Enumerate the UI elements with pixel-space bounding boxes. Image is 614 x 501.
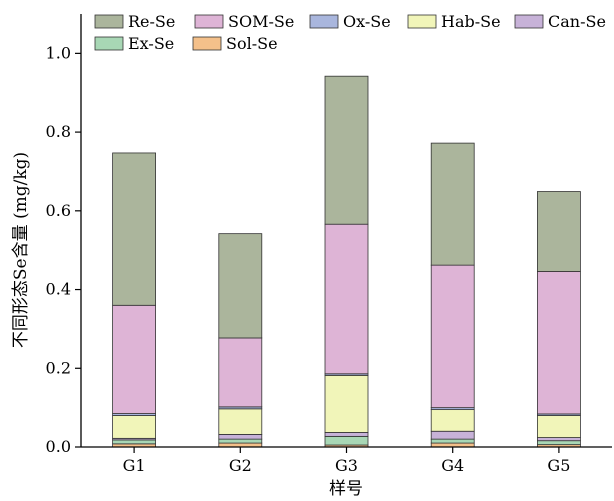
bar-segment-re-se bbox=[218, 233, 263, 339]
legend-label-hab-se: Hab-Se bbox=[441, 12, 501, 31]
x-tick-label: G4 bbox=[441, 456, 464, 475]
bar-segment-som-se bbox=[430, 264, 475, 409]
bar-segment-ex-se bbox=[324, 435, 369, 446]
bar-segment-som-se bbox=[324, 223, 369, 375]
bar-segment-hab-se bbox=[430, 409, 475, 432]
legend-label-som-se: SOM-Se bbox=[228, 12, 294, 31]
bar-segment-som-se bbox=[537, 271, 581, 415]
bar-segment-re-se bbox=[430, 142, 475, 266]
bar-segment-can-se bbox=[324, 432, 369, 437]
legend-label-ox-se: Ox-Se bbox=[343, 12, 391, 31]
bar-segment-ex-se bbox=[218, 438, 263, 444]
x-axis-title: 样号 bbox=[329, 479, 363, 499]
bar-segment-hab-se bbox=[112, 415, 156, 439]
bar-segment-can-se bbox=[218, 434, 263, 440]
x-ticks: G1 G2 G3 G4 G5 bbox=[123, 447, 570, 475]
legend-swatch-ex-se bbox=[94, 36, 124, 51]
y-tick-label: 0.4 bbox=[46, 280, 71, 299]
legend-swatch-sol-se bbox=[192, 36, 222, 51]
bar-segment-hab-se bbox=[537, 415, 581, 438]
legend-swatch-can-se bbox=[514, 14, 544, 29]
bar-segment-som-se bbox=[218, 337, 263, 408]
y-tick-label: 0.6 bbox=[46, 201, 71, 220]
x-tick-label: G5 bbox=[547, 456, 570, 475]
bar-segment-hab-se bbox=[218, 408, 263, 435]
bar-segment-hab-se bbox=[324, 374, 369, 433]
bar-segment-re-se bbox=[112, 152, 156, 306]
y-tick-label: 0.8 bbox=[46, 122, 71, 141]
y-tick-label: 1.0 bbox=[46, 43, 71, 62]
x-tick-label: G2 bbox=[229, 456, 252, 475]
bar-segment-som-se bbox=[112, 304, 156, 414]
bar-segment-ex-se bbox=[430, 438, 475, 444]
x-tick-label: G1 bbox=[123, 456, 146, 475]
y-axis-title: 不同形态Se含量 (mg/kg) bbox=[11, 152, 31, 348]
bars bbox=[112, 75, 581, 448]
x-tick-label: G3 bbox=[335, 456, 358, 475]
legend-swatch-hab-se bbox=[407, 14, 437, 29]
legend-label-can-se: Can-Se bbox=[548, 12, 606, 31]
bar-segment-can-se bbox=[537, 437, 581, 442]
legend-swatch-ox-se bbox=[309, 14, 339, 29]
legend-swatch-re-se bbox=[94, 14, 124, 29]
bar-segment-ex-se bbox=[112, 439, 156, 445]
legend-label-sol-se: Sol-Se bbox=[226, 34, 278, 53]
legend-swatch-som-se bbox=[194, 14, 224, 29]
legend-label-ex-se: Ex-Se bbox=[128, 34, 174, 53]
bar-segment-can-se bbox=[430, 430, 475, 440]
bar-segment-ex-se bbox=[537, 440, 581, 446]
y-tick-label: 0.0 bbox=[46, 437, 71, 456]
legend: Re-Se SOM-Se Ox-Se Hab-Se Can-Se Ex-Se Sol-Se bbox=[94, 12, 606, 53]
legend-label-re-se: Re-Se bbox=[128, 12, 175, 31]
bar-segment-re-se bbox=[324, 75, 369, 225]
bar-segment-re-se bbox=[537, 191, 581, 272]
y-ticks: 0.0 0.2 0.4 0.6 0.8 1.0 bbox=[46, 43, 81, 456]
y-tick-label: 0.2 bbox=[46, 358, 71, 377]
